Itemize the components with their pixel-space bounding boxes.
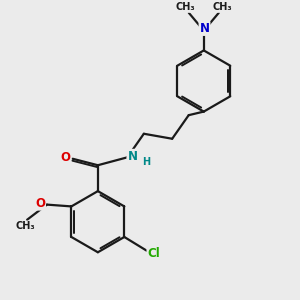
- Text: N: N: [200, 22, 209, 35]
- Text: O: O: [35, 197, 45, 210]
- Text: CH₃: CH₃: [15, 221, 35, 231]
- Text: N: N: [128, 150, 137, 163]
- Text: CH₃: CH₃: [176, 2, 195, 12]
- Text: O: O: [61, 151, 70, 164]
- Text: Cl: Cl: [147, 247, 160, 260]
- Text: H: H: [142, 158, 150, 167]
- Text: CH₃: CH₃: [213, 2, 232, 12]
